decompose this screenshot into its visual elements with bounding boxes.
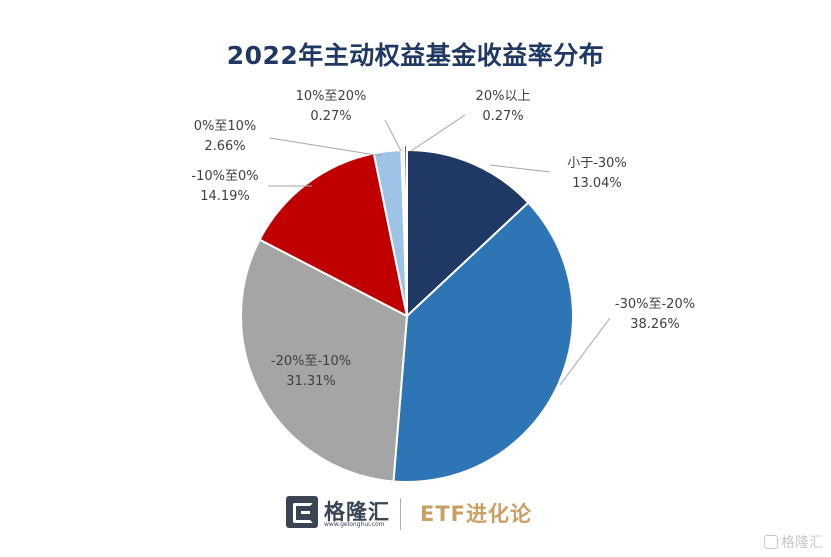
slice-value-label: 13.04%	[572, 176, 622, 191]
gelonghui-logo-icon	[286, 496, 318, 528]
pie-slice	[258, 152, 409, 318]
slice-category-label: -30%至-20%	[615, 297, 695, 312]
watermark-logo-icon	[764, 535, 778, 549]
footer-divider	[400, 498, 401, 530]
pie-slice	[406, 148, 530, 319]
slice-value-label: 31.31%	[286, 374, 336, 389]
etf-brand-name: ETF进化论	[420, 502, 533, 526]
gelonghui-brand-name: 格隆汇	[324, 500, 390, 524]
slice-category-label: 20%以上	[476, 89, 531, 104]
slice-value-label: 14.19%	[200, 189, 250, 204]
leader-line	[559, 317, 611, 386]
pie-slice	[403, 143, 408, 312]
gelonghui-brand-url: www.gelonghui.com	[324, 521, 385, 528]
pie-slice	[240, 238, 409, 483]
watermark-text: 格隆汇	[781, 535, 823, 551]
slice-category-label: 10%至20%	[296, 89, 367, 104]
watermark: 格隆汇	[764, 532, 823, 552]
slice-category-label: 0%至10%	[194, 119, 257, 134]
slice-value-label: 0.27%	[310, 109, 351, 124]
slice-value-label: 0.27%	[482, 109, 523, 124]
slice-value-label: 38.26%	[630, 317, 680, 332]
chart-title: 2022年主动权益基金收益率分布	[226, 41, 605, 70]
leader-line	[384, 119, 402, 152]
slice-value-label: 2.66%	[204, 139, 245, 154]
footer: 格隆汇 www.gelonghui.com ETF进化论	[0, 496, 831, 536]
slice-category-label: 小于-30%	[567, 156, 627, 171]
leader-line	[269, 137, 383, 157]
leader-line	[489, 164, 551, 173]
leader-line	[410, 114, 466, 152]
slice-category-label: -20%至-10%	[271, 354, 351, 369]
slice-category-label: -10%至0%	[191, 169, 258, 184]
pie-slice	[392, 201, 574, 483]
